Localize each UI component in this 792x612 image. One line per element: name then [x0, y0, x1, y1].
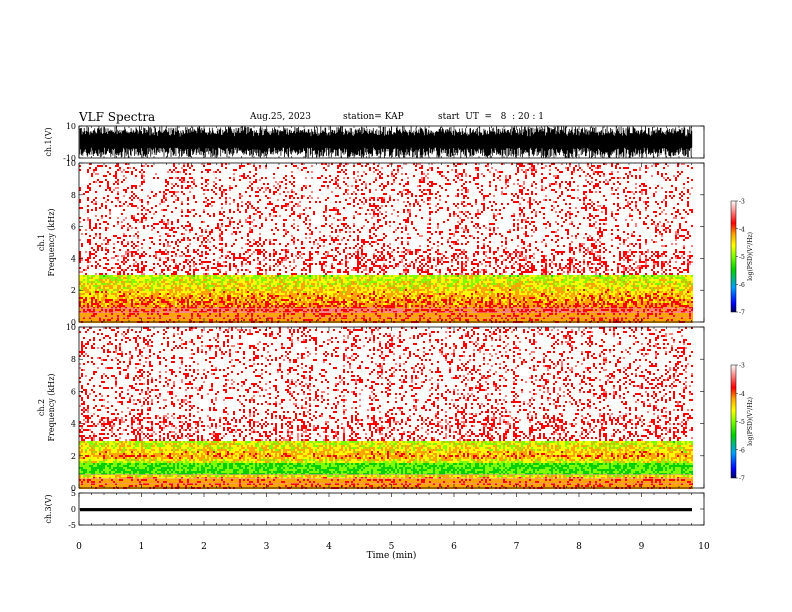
- ch2-spectrogram-colorbar-tick-label: -7: [739, 476, 745, 483]
- ch2-spectrogram-tick-label: 4: [71, 420, 76, 429]
- ch3-waveform-tick-label: 5: [71, 489, 76, 498]
- ch3-waveform-trace: [80, 508, 692, 511]
- x-tick-label: 8: [576, 542, 582, 552]
- ch1-spectrogram-ylabel: ch.1Frequency (kHz): [37, 208, 56, 276]
- ch1-spectrogram-colorbar-tick-label: -6: [739, 282, 745, 289]
- ch2-spectrogram-cells: [79, 327, 704, 489]
- ch1-spectrogram-tick-label: 2: [71, 286, 76, 295]
- x-tick-label: 7: [514, 542, 520, 552]
- ch2-spectrogram-colorbar-tick-label: -6: [739, 447, 745, 454]
- ch2-spectrogram-ylabel: ch.2Frequency (kHz): [37, 373, 56, 441]
- ch1-spectrogram-cells: [79, 163, 704, 323]
- ch2-spectrogram-tick-label: 6: [71, 387, 76, 396]
- ch1-spectrogram-tick-label: 10: [66, 159, 76, 168]
- ch1-spectrogram-tick-label: 6: [71, 223, 76, 232]
- x-tick-label: 6: [451, 542, 457, 552]
- ch3-waveform-ylabel: ch.3(V): [44, 494, 53, 523]
- ch1-waveform-trace: [80, 126, 692, 158]
- ch2-spectrogram-tick-label: 8: [71, 355, 76, 364]
- ch1-spectrogram-colorbar-tick-label: -7: [739, 310, 745, 317]
- ch1-spectrogram-colorbar-tick-label: -5: [739, 254, 745, 261]
- ch3-waveform-tick-label: -5: [68, 521, 76, 530]
- x-tick-label: 9: [639, 542, 645, 552]
- ch3-waveform-tick-label: 0: [71, 505, 76, 514]
- ch2-spectrogram-tick-label: 2: [71, 452, 76, 461]
- x-tick-label: 4: [326, 542, 332, 552]
- ch1-spectrogram-colorbar-tick-label: -3: [739, 199, 745, 206]
- ch1-spectrogram-colorbar: [731, 201, 736, 312]
- ch2-spectrogram-tick-label: 10: [66, 323, 76, 332]
- x-tick-label: 2: [201, 542, 207, 552]
- ch1-spectrogram-tick-label: 8: [71, 191, 76, 200]
- x-axis-label: Time (min): [367, 550, 417, 561]
- ch1-spectrogram-colorbar-label: log(PSD)(V²/Hz): [747, 232, 754, 281]
- ch2-spectrogram-colorbar-tick-label: -5: [739, 419, 745, 426]
- ch2-spectrogram-colorbar-label: log(PSD)(V²/Hz): [747, 397, 754, 446]
- ch2-spectrogram-colorbar-tick-label: -4: [739, 391, 745, 398]
- x-tick-label: 3: [264, 542, 270, 552]
- ch1-waveform-ylabel: ch.1(V): [44, 127, 53, 156]
- ch1-waveform-tick-label: 10: [66, 122, 76, 131]
- ch1-spectrogram-colorbar-tick-label: -4: [739, 226, 745, 233]
- x-tick-label: 10: [698, 542, 710, 552]
- ch1-spectrogram-tick-label: 4: [71, 254, 76, 263]
- vlf-figure: 10-10ch.1(V)0246810ch.1Frequency (kHz)-3…: [0, 0, 792, 612]
- ch2-spectrogram-colorbar-tick-label: -3: [739, 363, 745, 370]
- ch2-spectrogram-colorbar: [731, 365, 736, 478]
- x-tick-label: 0: [76, 542, 82, 552]
- x-tick-label: 1: [139, 542, 145, 552]
